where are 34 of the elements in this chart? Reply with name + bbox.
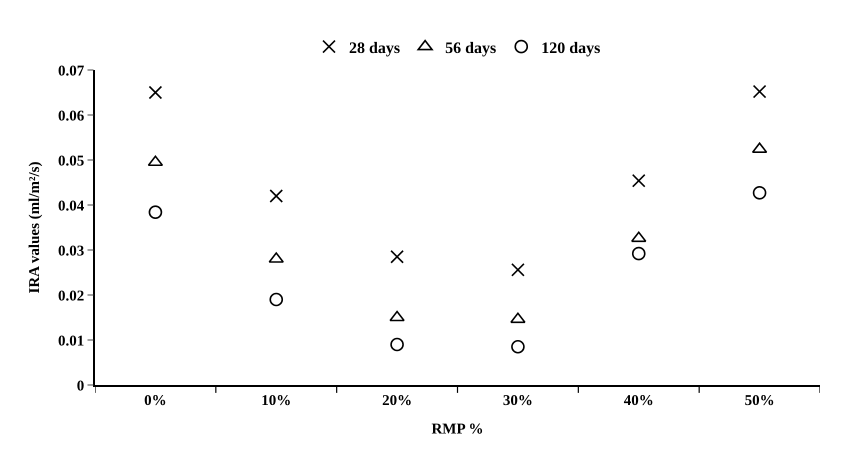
- point: [632, 174, 646, 188]
- point: [268, 252, 284, 263]
- point: [632, 246, 646, 260]
- point: [752, 186, 766, 200]
- x-tick-label: 20%: [382, 392, 412, 409]
- point: [511, 340, 525, 354]
- y-tick-label: 0.06: [58, 108, 85, 124]
- point: [390, 250, 404, 264]
- y-axis-title: IRA values (ml/m²/s): [26, 162, 43, 294]
- y-tick-label: 0.02: [58, 288, 84, 304]
- point: [148, 86, 162, 100]
- x-tick-label: 50%: [744, 392, 775, 409]
- y-tick-label: 0.04: [58, 198, 85, 214]
- x-axis-title: RMP %: [431, 421, 484, 438]
- point: [148, 205, 162, 219]
- point: [148, 155, 164, 166]
- point: [269, 189, 284, 203]
- point: [390, 338, 404, 352]
- y-tick-label: 0.03: [58, 243, 84, 260]
- point: [269, 292, 284, 306]
- y-tick-label: 0.05: [58, 153, 84, 170]
- legend-label: 28 days: [349, 40, 400, 57]
- point: [631, 232, 646, 242]
- legend-label: 56 days: [445, 40, 496, 57]
- y-tick-label: 0.07: [58, 63, 85, 80]
- point: [752, 84, 766, 98]
- x-tick-label: 40%: [624, 392, 654, 409]
- x-tick-label: 10%: [261, 392, 292, 409]
- point: [511, 263, 525, 277]
- legend-label: 120 days: [541, 40, 600, 57]
- x-tick-label: 0%: [144, 392, 167, 409]
- y-tick-label: 0: [76, 378, 84, 394]
- y-tick-label: 0.01: [58, 333, 84, 350]
- x-tick-label: 30%: [502, 392, 533, 409]
